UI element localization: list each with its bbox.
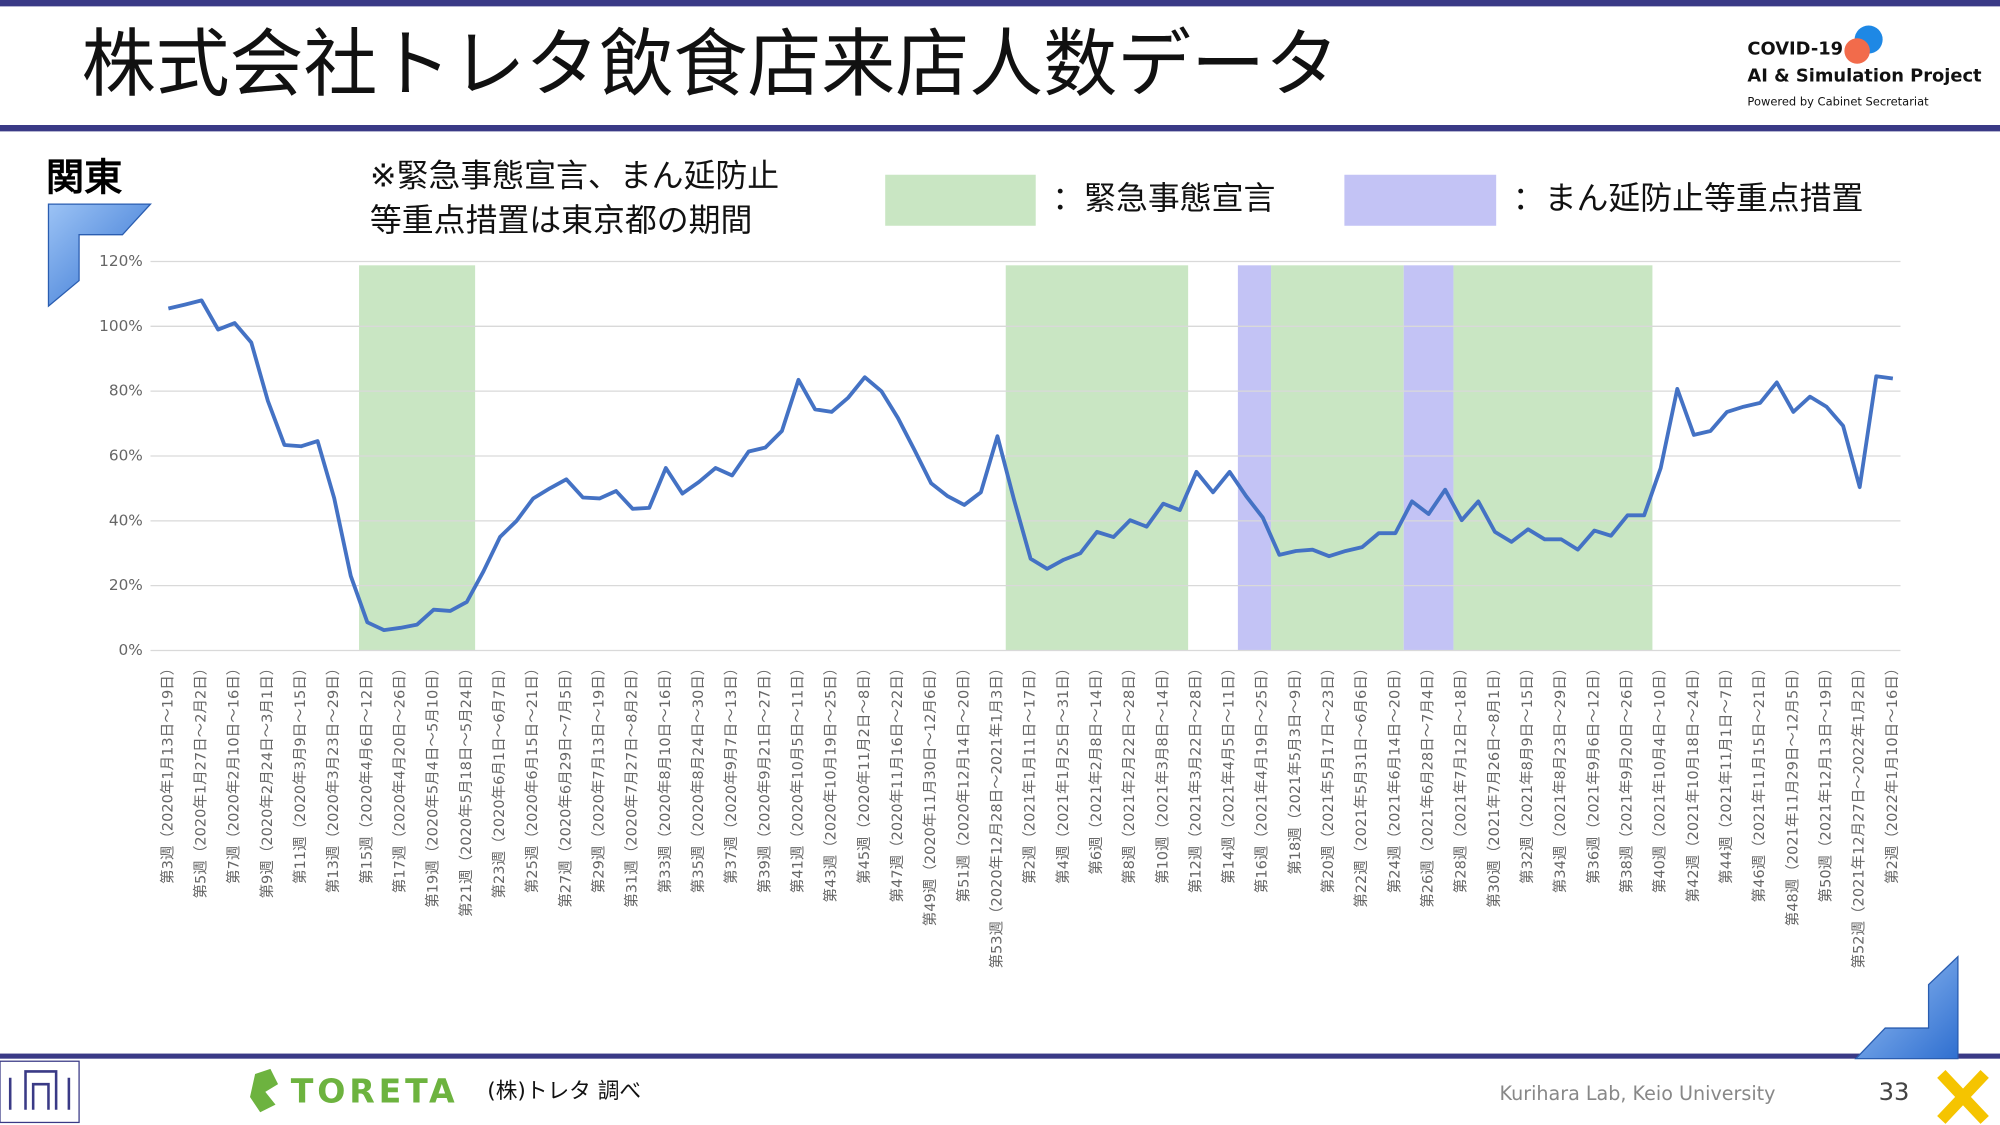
period-band xyxy=(359,265,476,651)
x-tick-label: 第39週（2020年9月21日～27日） xyxy=(755,661,773,893)
x-tick-label: 第47週（2020年11月16日～22日） xyxy=(888,661,906,903)
x-tick-label: 第48週（2021年11月29日～12月5日） xyxy=(1783,661,1801,926)
x-tick-label: 第50週（2021年12月13日～19日） xyxy=(1817,661,1835,903)
lab-logo xyxy=(0,1060,80,1124)
x-tick-label: 第25週（2020年6月15日～21日） xyxy=(523,661,541,893)
x-tick-label: 第52週（2021年12月27日～2022年1月2日） xyxy=(1850,661,1868,969)
y-tick-label: 40% xyxy=(109,511,143,529)
x-tick-label: 第17週（2020年4月20日～26日） xyxy=(391,661,409,893)
logo-dot xyxy=(1844,38,1870,64)
page-number: 33 xyxy=(1879,1078,1910,1106)
x-tick-label: 第19週（2020年5月4日～5月10日） xyxy=(424,661,442,908)
data-line xyxy=(167,298,1894,633)
corner-logo xyxy=(1937,1070,1989,1124)
period-band xyxy=(1453,265,1653,651)
x-tick-label: 第43週（2020年10月19日～25日） xyxy=(822,661,840,903)
note: ※緊急事態宣言、まん延防止 xyxy=(370,156,779,194)
x-tick-label: 第11週（2020年3月9日～15日） xyxy=(291,661,309,884)
x-tick-label: 第13週（2020年3月23日～29日） xyxy=(324,661,342,893)
credit: Kurihara Lab, Keio University xyxy=(1500,1082,1776,1105)
slide-title: 株式会社トレタ飲食店来店人数データ xyxy=(82,21,1339,107)
x-tick-label: 第31週（2020年7月27日～8月2日） xyxy=(623,661,641,908)
y-tick-label: 100% xyxy=(99,317,143,335)
logo-text: Powered by Cabinet Secretariat xyxy=(1747,95,1929,109)
legend-label: ：まん延防止等重点措置 xyxy=(1513,179,1864,217)
x-tick-label: 第42週（2021年10月18日～24日） xyxy=(1684,661,1702,903)
x-tick-label: 第5週（2020年1月27日～2月2日） xyxy=(192,661,210,899)
x-tick-label: 第2週（2022年1月10日～16日） xyxy=(1883,661,1901,884)
x-tick-label: 第3週（2020年1月13日～19日） xyxy=(158,661,176,884)
plot-area: 0% 20% 40% 60% 80% 100% 120% 第3週（2020年1月13日～19日… xyxy=(99,252,1901,969)
x-tick-label: 第40週（2021年10月4日～10日） xyxy=(1651,661,1669,893)
brand-name: TORETA xyxy=(291,1072,459,1111)
y-tick-label: 120% xyxy=(99,252,143,270)
x-tick-label: 第8週（2021年2月22日～28日） xyxy=(1120,661,1138,884)
x-tick-label: 第18週（2021年5月3日～9日） xyxy=(1286,661,1304,875)
x-tick-label: 第46週（2021年11月15日～21日） xyxy=(1750,661,1768,903)
y-tick-label: 60% xyxy=(109,446,143,464)
x-tick-label: 第32週（2021年8月9日～15日） xyxy=(1518,661,1536,884)
corner-deco xyxy=(47,203,152,308)
corner-deco xyxy=(1854,955,1959,1060)
logo-text: AI & Simulation Project xyxy=(1747,66,1982,87)
x-tick-label: 第38週（2021年9月20日～26日） xyxy=(1618,661,1636,893)
source: (株)トレタ 調べ xyxy=(487,1079,641,1104)
x-tick-label: 第49週（2020年11月30日～12月6日） xyxy=(921,661,939,927)
x-tick-label: 第16週（2021年4月19日～25日） xyxy=(1253,661,1271,893)
x-tick-label: 第10週（2021年3月8日～14日） xyxy=(1153,661,1171,884)
x-tick-label: 第51週（2020年12月14日～20日） xyxy=(954,661,972,903)
brand-icon xyxy=(250,1068,279,1113)
x-tick-label: 第28週（2021年7月12日～18日） xyxy=(1452,661,1470,893)
logo-text: COVID-19 xyxy=(1747,39,1843,60)
x-tick-label: 第6週（2021年2月8日～14日） xyxy=(1087,661,1105,875)
x-tick-label: 第27週（2020年6月29日～7月5日） xyxy=(556,661,574,908)
period-band xyxy=(1403,265,1454,651)
top-bar xyxy=(0,0,2000,7)
x-tick-label: 第26週（2021年6月28日～7月4日） xyxy=(1419,661,1437,908)
x-tick-label: 第45週（2020年11月2日～8日） xyxy=(855,661,873,884)
x-tick-label: 第34週（2021年8月23日～29日） xyxy=(1551,661,1569,893)
x-tick-label: 第15週（2020年4月6日～12日） xyxy=(357,661,375,884)
x-tick-label: 第41週（2020年10月5日～11日） xyxy=(788,661,806,893)
x-tick-label: 第14週（2021年4月5日～11日） xyxy=(1220,661,1238,884)
x-tick-label: 第30週（2021年7月26日～8月1日） xyxy=(1485,661,1503,908)
lab-logo-mark xyxy=(8,1070,71,1110)
x-tick-label: 第35週（2020年8月24日～30日） xyxy=(689,661,707,893)
x-tick-label: 第9週（2020年2月24日～3月1日） xyxy=(258,661,276,899)
x-tick-label: 第29週（2020年7月13日～19日） xyxy=(589,661,607,893)
x-tick-label: 第33週（2020年8月10日～16日） xyxy=(656,661,674,893)
period-band xyxy=(1005,265,1189,651)
note: 等重点措置は東京都の期間 xyxy=(370,201,753,239)
y-tick-label: 0% xyxy=(119,641,143,659)
x-tick-label: 第24週（2021年6月14日～20日） xyxy=(1385,661,1403,893)
legend-swatch xyxy=(885,174,1036,226)
footer-rule xyxy=(0,1053,2000,1059)
x-tick-label: 第53週（2020年12月28日～2021年1月3日） xyxy=(987,661,1005,969)
x-tick-label: 第7週（2020年2月10日～16日） xyxy=(225,661,243,884)
title-rule xyxy=(0,125,2000,132)
period-band xyxy=(1271,265,1404,651)
period-band xyxy=(1237,265,1272,651)
y-tick-label: 80% xyxy=(109,382,143,400)
x-tick-label: 第44週（2021年11月1日～7日） xyxy=(1717,661,1735,884)
legend-swatch xyxy=(1344,174,1497,226)
x-tick-label: 第2週（2021年1月11日～17日） xyxy=(1021,661,1039,884)
x-tick-label: 第12週（2021年3月22日～28日） xyxy=(1186,661,1204,893)
x-tick-label: 第4週（2021年1月25日～31日） xyxy=(1054,661,1072,884)
x-tick-label: 第22週（2021年5月31日～6月6日） xyxy=(1352,661,1370,908)
x-tick-label: 第37週（2020年9月7日～13日） xyxy=(722,661,740,884)
region-label: 関東 xyxy=(46,155,123,200)
legend-label: ：緊急事態宣言 xyxy=(1052,179,1275,217)
x-tick-label: 第21週（2020年5月18日～5月24日） xyxy=(457,661,475,917)
y-tick-label: 20% xyxy=(109,576,143,594)
x-tick-label: 第36週（2021年9月6日～12日） xyxy=(1584,661,1602,884)
legend: ：緊急事態宣言 ：まん延防止等重点措置 xyxy=(885,174,1864,226)
x-tick-label: 第20週（2021年5月17日～23日） xyxy=(1319,661,1337,893)
x-tick-label: 第23週（2020年6月1日～6月7日） xyxy=(490,661,508,899)
